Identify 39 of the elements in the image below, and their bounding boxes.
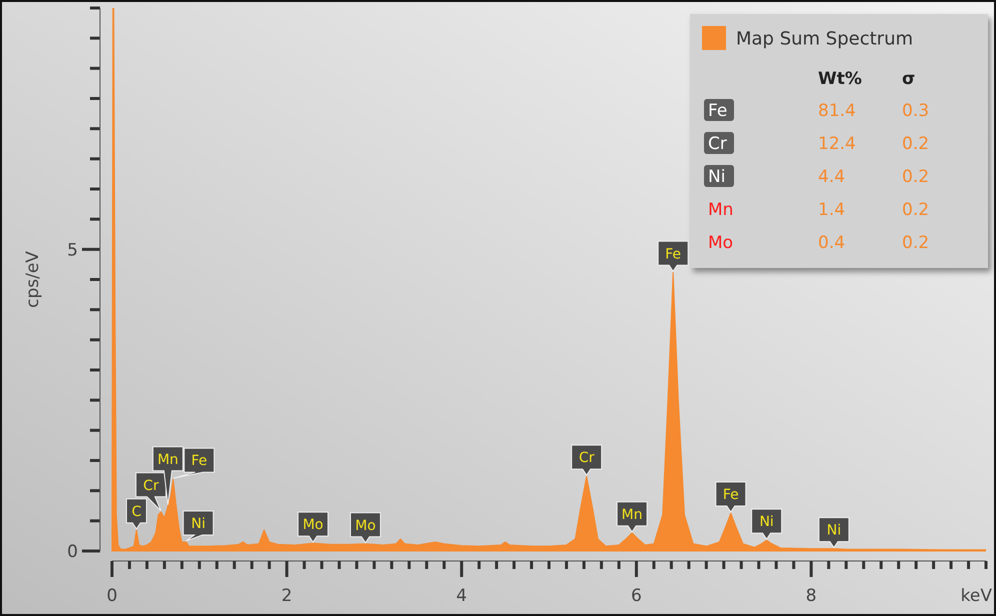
annotation: Fe xyxy=(665,246,682,262)
data-label: 0.4 xyxy=(818,233,846,253)
y-axis-title: cps/eV xyxy=(23,250,43,308)
category-label: Mn xyxy=(708,200,734,220)
x-tick-label: 2 xyxy=(281,586,292,606)
x-axis-title: keV xyxy=(960,586,992,606)
data-label: 0.2 xyxy=(902,134,930,154)
annotation: Mn xyxy=(622,506,643,523)
annotation: Cr xyxy=(578,450,595,466)
category-label: Cr xyxy=(708,134,727,154)
data-label: 12.4 xyxy=(818,134,856,154)
category-label: Fe xyxy=(708,101,728,121)
data-label: 0.2 xyxy=(902,167,930,187)
data-label: 0.2 xyxy=(902,233,930,253)
x-tick-label: 8 xyxy=(806,586,817,606)
annotation: Mn xyxy=(157,452,178,468)
x-tick-label: 6 xyxy=(630,586,642,606)
data-label: 4.4 xyxy=(818,167,846,187)
data-label: 0.2 xyxy=(902,200,930,220)
annotation: Mo xyxy=(302,517,324,534)
category-label: Ni xyxy=(708,167,726,187)
category-label: Mo xyxy=(708,233,734,253)
x-tick-label: 4 xyxy=(456,586,468,606)
annotation: Mo xyxy=(355,518,376,534)
legend-label: Map Sum Spectrum xyxy=(736,28,914,50)
data-label: 0.3 xyxy=(902,101,930,121)
text: Wt% xyxy=(818,69,862,89)
annotation: Ni xyxy=(826,522,842,539)
annotation: Ni xyxy=(759,514,774,530)
annotation: C xyxy=(132,504,142,520)
y-tick-label: 5 xyxy=(67,240,78,260)
annotation: Fe xyxy=(191,453,208,470)
annotation: Cr xyxy=(143,478,159,494)
annotation: Ni xyxy=(191,516,206,532)
x-tick-label: 0 xyxy=(106,586,118,606)
text: σ xyxy=(902,69,916,89)
data-label: 1.4 xyxy=(818,200,846,220)
annotation: Fe xyxy=(722,487,739,504)
data-label: 81.4 xyxy=(818,101,856,121)
